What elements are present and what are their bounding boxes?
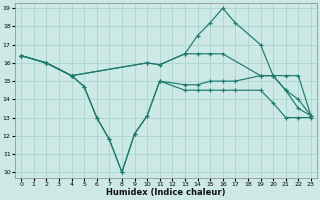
X-axis label: Humidex (Indice chaleur): Humidex (Indice chaleur) bbox=[106, 188, 226, 197]
